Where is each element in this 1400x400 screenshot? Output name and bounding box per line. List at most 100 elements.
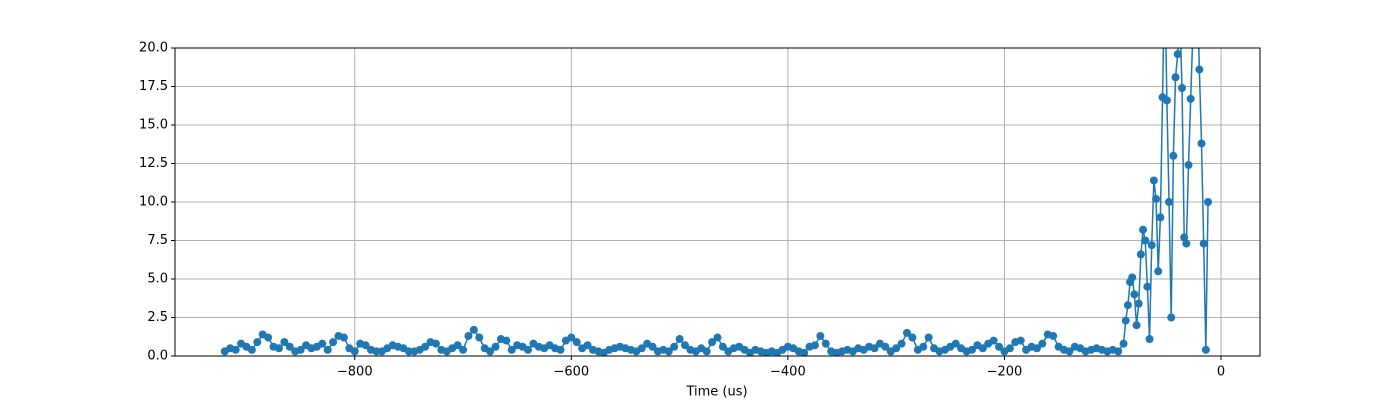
data-point: [675, 335, 684, 344]
data-point: [1184, 161, 1193, 170]
data-point: [464, 331, 473, 340]
plot-area: [220, 29, 1213, 356]
x-tick-label: −800: [337, 365, 373, 380]
data-point: [1049, 331, 1058, 340]
x-tick-label: −200: [987, 365, 1023, 380]
data-point: [978, 344, 987, 353]
data-point: [816, 331, 825, 340]
data-point: [274, 344, 283, 353]
data-point: [995, 342, 1004, 351]
data-point: [1119, 339, 1128, 348]
data-point: [664, 347, 673, 356]
data-point: [670, 342, 679, 351]
data-point: [1130, 290, 1139, 299]
data-point: [1032, 344, 1041, 353]
data-point: [1136, 250, 1145, 259]
data-point: [329, 338, 338, 347]
ticks: −800 −600 −400 −200 0 0.0 2.5 5.0 7.5 10.0 12.5 15.…: [139, 41, 1225, 380]
series-line: [224, 48, 1209, 354]
data-point: [1038, 339, 1047, 348]
data-point: [491, 342, 500, 351]
data-point: [459, 345, 468, 354]
data-point: [469, 325, 478, 334]
data-point: [951, 339, 960, 348]
data-point: [897, 339, 906, 348]
y-tick-label: 20.0: [139, 41, 168, 56]
data-point: [231, 345, 240, 354]
y-tick-label: 2.5: [147, 310, 168, 325]
data-point: [1152, 194, 1161, 203]
x-axis-label: Time (us): [685, 385, 747, 400]
data-point: [1171, 73, 1180, 82]
x-tick-label: −600: [553, 365, 589, 380]
data-point: [702, 347, 711, 356]
data-point: [1149, 176, 1158, 185]
data-point: [919, 342, 928, 351]
data-point: [1139, 225, 1148, 234]
data-point: [507, 345, 516, 354]
data-point: [1165, 198, 1174, 206]
data-point: [1141, 236, 1150, 245]
data-point: [1169, 151, 1178, 160]
data-point: [361, 341, 370, 350]
data-point: [567, 333, 576, 342]
data-point: [1145, 335, 1154, 344]
data-point: [264, 333, 273, 342]
data-point: [1178, 84, 1187, 93]
data-point: [1005, 344, 1014, 353]
data-point: [870, 344, 879, 353]
data-point: [421, 342, 430, 351]
data-point: [253, 338, 262, 347]
data-point: [1156, 213, 1165, 222]
data-point: [1167, 313, 1176, 322]
data-point: [556, 345, 565, 354]
data-point: [486, 347, 495, 356]
y-tick-label: 0.0: [147, 349, 168, 364]
data-point: [350, 347, 359, 356]
data-point: [524, 345, 533, 354]
data-point: [339, 333, 348, 342]
data-point: [1121, 316, 1130, 325]
data-point: [892, 344, 901, 353]
data-point: [1016, 336, 1025, 345]
y-tick-label: 12.5: [139, 156, 168, 171]
data-point: [280, 338, 289, 347]
data-point: [431, 339, 440, 348]
data-point: [800, 348, 809, 356]
data-point: [1114, 347, 1123, 356]
data-point: [713, 333, 722, 342]
grid: [175, 47, 1260, 357]
data-point: [989, 336, 998, 345]
data-point: [681, 341, 690, 350]
data-point: [323, 345, 332, 354]
data-point: [902, 328, 911, 337]
data-point: [1186, 94, 1195, 103]
data-point: [967, 345, 976, 354]
data-point: [1197, 139, 1206, 148]
y-tick-label: 5.0: [147, 272, 168, 287]
data-point: [1123, 301, 1132, 310]
data-point: [572, 338, 581, 347]
data-point: [1132, 321, 1141, 330]
data-point: [1199, 239, 1208, 248]
x-tick-label: −400: [770, 365, 806, 380]
data-point: [718, 342, 727, 351]
data-point: [502, 336, 511, 345]
data-point: [924, 333, 933, 342]
data-point: [285, 342, 294, 351]
data-point: [881, 342, 890, 351]
data-point: [908, 333, 917, 342]
data-point: [1204, 198, 1213, 206]
y-tick-label: 7.5: [147, 233, 168, 248]
data-point: [1162, 96, 1171, 105]
data-point: [810, 341, 819, 350]
data-point: [453, 341, 462, 350]
data-point: [1180, 233, 1189, 242]
data-point: [296, 345, 305, 354]
data-point: [1189, 29, 1197, 37]
data-point: [648, 342, 657, 351]
data-point: [1173, 50, 1182, 59]
y-tick-label: 10.0: [139, 195, 168, 210]
data-point: [1143, 282, 1152, 291]
